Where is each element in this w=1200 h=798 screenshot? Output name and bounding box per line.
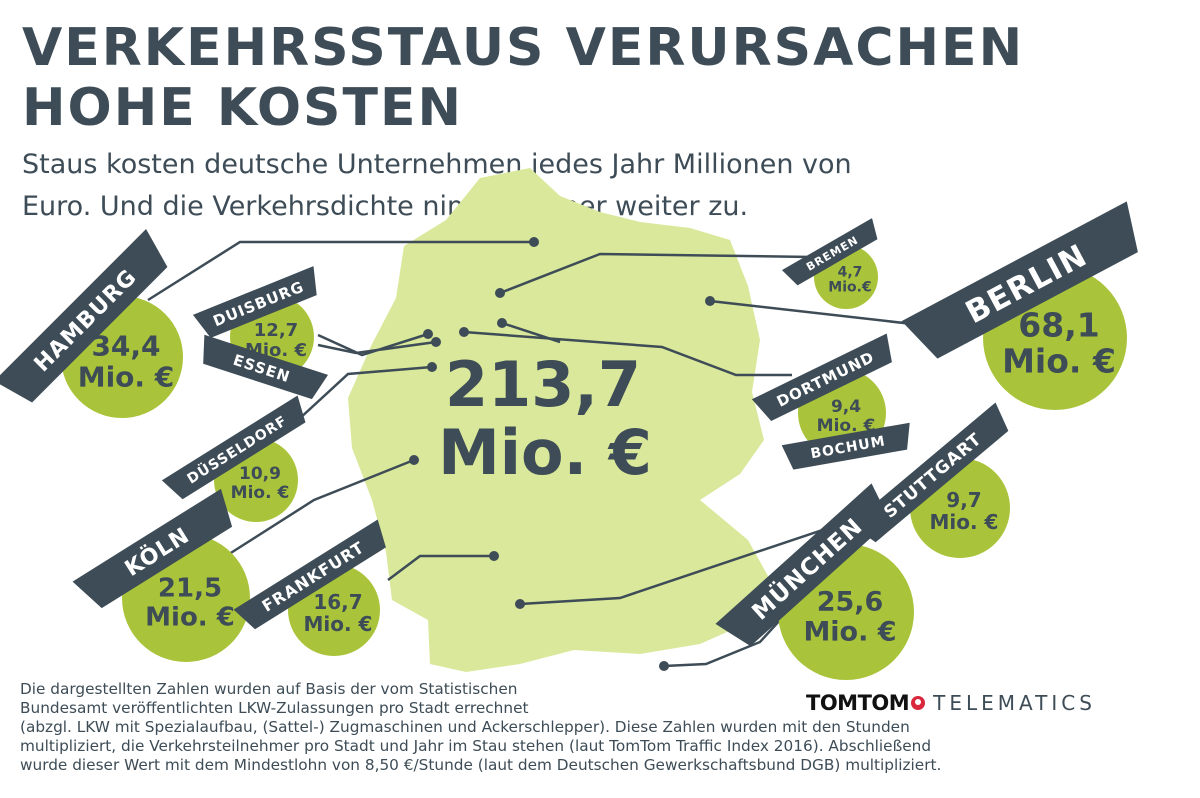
footnote-line-4: multipliziert, die Verkehrsteilnehmer pr…	[20, 737, 932, 755]
label-ribbon-duesseldorf-0	[161, 395, 306, 500]
total-unit: Mio. €	[438, 416, 652, 489]
germany-map-shape	[348, 168, 768, 672]
tomtom-hand-icon	[911, 696, 926, 710]
city-unit-stuttgart: Mio. €	[930, 510, 999, 534]
total-value: 213,7	[445, 348, 641, 421]
label-ribbon-muenchen-0	[715, 483, 890, 647]
page-title: VERKEHRSSTAUS VERURSACHEN HOHE KOSTEN	[22, 18, 1182, 138]
dot-essen	[431, 337, 441, 347]
connector-essen	[317, 340, 437, 355]
dot-berlin	[705, 296, 715, 306]
footnote-line-3: (abzgl. LKW mit Spezialaufbau, (Sattel-)…	[20, 718, 910, 736]
city-value-stuttgart: 9,7	[946, 488, 981, 512]
subtitle-line-2: Euro. Und die Verkehrsdichte nimmt immer…	[22, 191, 749, 222]
city-unit-duisburg-essen: Mio. €	[245, 340, 307, 361]
city-unit-berlin: Mio. €	[1002, 342, 1116, 381]
label-ribbon-bremen-0	[781, 218, 878, 286]
connector-duisburg	[317, 332, 429, 357]
connector-duesseldorf	[297, 365, 433, 421]
dot-duisburg	[423, 329, 433, 339]
dot-koeln	[409, 455, 419, 465]
connector-dortmund	[463, 330, 792, 377]
logo-product: TELEMATICS	[933, 691, 1096, 715]
city-value-koeln: 21,5	[158, 574, 222, 604]
city-unit-muenchen: Mio. €	[803, 616, 896, 647]
city-value-dortmund-bochum: 9,4	[831, 397, 861, 417]
city-value-bremen: 4,7	[838, 264, 863, 280]
city-value-duisburg-essen: 12,7	[254, 320, 298, 341]
city-value-duesseldorf: 10,9	[239, 464, 281, 484]
dot-bochum	[497, 318, 507, 328]
city-unit-koeln: Mio. €	[145, 602, 235, 632]
subtitle-line-1: Staus kosten deutsche Unternehmen jedes …	[22, 149, 852, 180]
city-unit-frankfurt: Mio. €	[304, 612, 373, 636]
dot-hamburg	[529, 237, 539, 247]
city-unit-duesseldorf: Mio. €	[231, 483, 290, 503]
footnote: Die dargestellten Zahlen wurden auf Basi…	[20, 680, 1170, 775]
label-ribbon-stuttgart-0	[849, 402, 1009, 543]
connector-bremen	[499, 252, 813, 295]
city-value-frankfurt: 16,7	[313, 590, 362, 614]
subtitle: Staus kosten deutsche Unternehmen jedes …	[22, 144, 1002, 228]
city-value-muenchen: 25,6	[817, 587, 884, 618]
label-ribbon-koeln-0	[72, 488, 233, 609]
label-ribbon-hamburg-0	[0, 229, 168, 403]
dot-muenchen	[659, 661, 669, 671]
logo-brand: TOMTOM	[806, 691, 910, 715]
dot-frankfurt	[489, 551, 499, 561]
connector-hamburg	[147, 240, 534, 302]
dot-duesseldorf	[427, 362, 437, 372]
label-ribbon-frankfurt-0	[233, 519, 386, 630]
city-unit-dortmund-bochum: Mio. €	[817, 416, 876, 436]
label-ribbon-duisburg-essen-0	[192, 266, 317, 338]
footnote-line-1: Die dargestellten Zahlen wurden auf Basi…	[20, 680, 518, 698]
label-ribbon-dortmund-bochum-1	[781, 422, 910, 470]
connector-koeln	[225, 458, 415, 558]
title-line-2: HOHE KOSTEN	[22, 78, 463, 138]
city-unit-hamburg: Mio. €	[78, 360, 175, 393]
dot-dortmund	[459, 327, 469, 337]
city-unit-bremen: Mio.€	[828, 280, 871, 296]
dot-stuttgart	[515, 599, 525, 609]
label-ribbon-duisburg-essen-1	[203, 334, 329, 400]
connector-muenchen	[663, 619, 781, 668]
footnote-line-5: wurde dieser Wert mit dem Mindestlohn vo…	[20, 756, 942, 774]
title-line-1: VERKEHRSSTAUS VERURSACHEN	[22, 18, 1025, 78]
connector-bochum	[501, 321, 561, 344]
city-value-berlin: 68,1	[1018, 305, 1099, 344]
connector-lines	[147, 240, 1021, 668]
footnote-line-2: Bundesamt veröffentlichten LKW-Zulassung…	[20, 699, 529, 717]
connector-frankfurt	[387, 554, 494, 581]
tomtom-telematics-logo: TOMTOM TELEMATICS	[806, 691, 1096, 715]
connector-dots	[409, 237, 715, 671]
city-value-hamburg: 34,4	[91, 330, 160, 363]
label-ribbon-dortmund-bochum-0	[751, 333, 892, 422]
label-ribbon-berlin-0	[901, 201, 1138, 359]
dot-bremen	[495, 288, 505, 298]
